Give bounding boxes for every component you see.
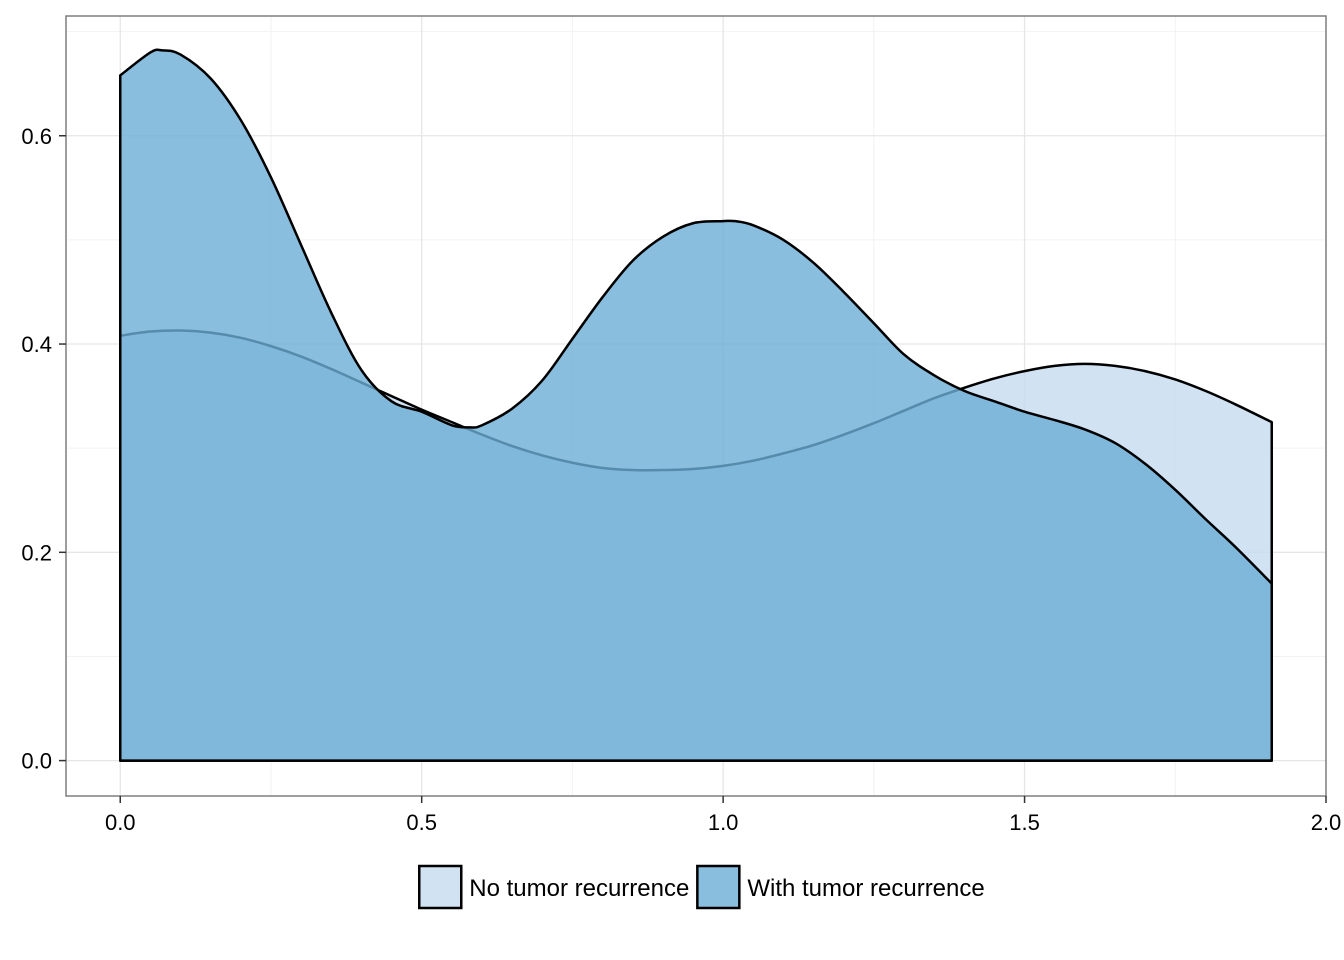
y-tick-label: 0.2 bbox=[21, 540, 52, 565]
x-tick-label: 1.0 bbox=[708, 810, 739, 835]
legend-key-series-1 bbox=[418, 864, 463, 910]
legend-label-series-2: With tumor recurrence bbox=[747, 875, 984, 902]
legend-item-series-1: No tumor recurrence bbox=[418, 864, 689, 910]
x-tick-label: 0.5 bbox=[406, 810, 437, 835]
y-axis: 0.0 0.2 0.4 0.6 bbox=[21, 124, 66, 774]
x-axis: 0.0 0.5 1.0 1.5 2.0 bbox=[105, 796, 1341, 835]
x-tick-label: 2.0 bbox=[1311, 810, 1342, 835]
legend-item-series-2: With tumor recurrence bbox=[696, 864, 985, 910]
y-tick-label: 0.6 bbox=[21, 124, 52, 149]
density-area-series-2 bbox=[119, 48, 1273, 762]
x-tick-label: 1.5 bbox=[1009, 810, 1040, 835]
y-tick-label: 0.4 bbox=[21, 332, 52, 357]
legend: No tumor recurrence With tumor recurrence bbox=[418, 864, 985, 910]
x-tick-label: 0.0 bbox=[105, 810, 136, 835]
y-tick-label: 0.0 bbox=[21, 749, 52, 774]
density-areas bbox=[119, 48, 1273, 762]
plot-panel-border bbox=[65, 15, 1327, 797]
legend-key-series-2 bbox=[696, 864, 741, 910]
legend-label-series-1: No tumor recurrence bbox=[469, 875, 689, 902]
